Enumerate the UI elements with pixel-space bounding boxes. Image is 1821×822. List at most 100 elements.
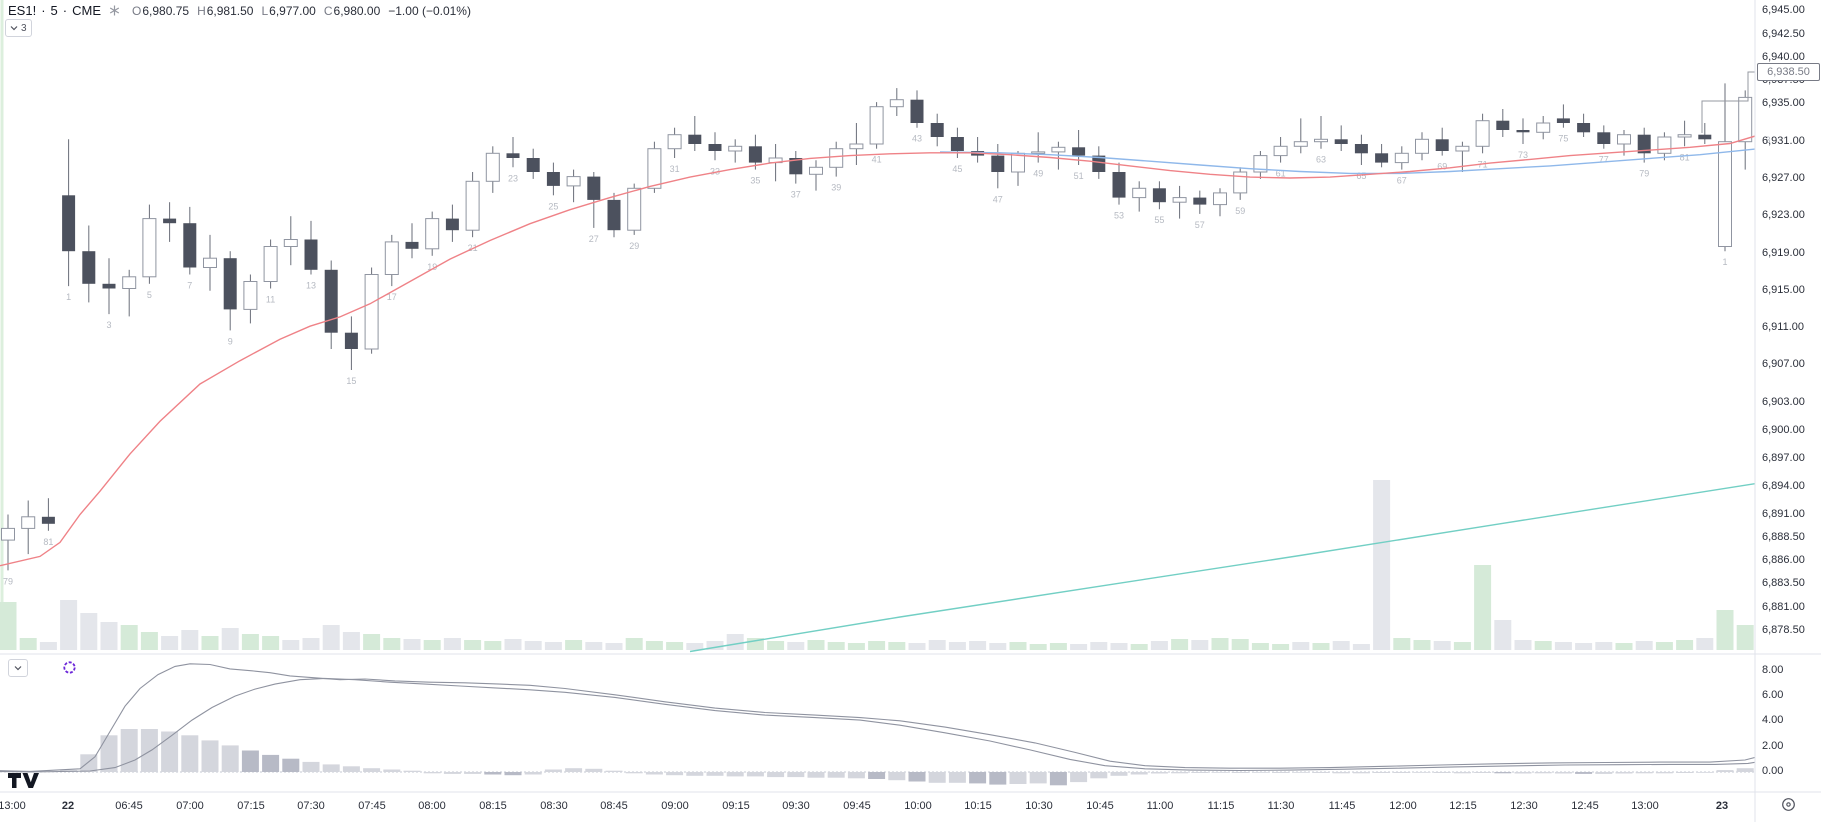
oscillator-histogram-bar: [787, 772, 805, 778]
candle-body: [223, 258, 237, 310]
volume-bar: [1716, 610, 1734, 650]
time-axis-label: 08:15: [479, 800, 507, 812]
oscillator-histogram-bar: [585, 768, 603, 772]
candle-body: [809, 166, 823, 175]
candle-body: [163, 218, 177, 224]
price-axis-label: 6,915.00: [1762, 283, 1805, 296]
price-axis[interactable]: 6,945.006,942.506,940.006,937.506,935.00…: [1755, 0, 1821, 792]
candle-body: [889, 99, 904, 108]
time-axis-label: 10:00: [904, 800, 932, 812]
oscillator-histogram-bar: [262, 754, 280, 772]
volume-bar: [120, 625, 138, 650]
time-axis-label: 12:00: [1389, 800, 1417, 812]
volume-bar: [1251, 643, 1269, 650]
oscillator-fast-line: [0, 663, 1755, 772]
volume-bar: [1090, 642, 1108, 650]
candle-body: [829, 148, 844, 168]
volume-bar: [1292, 642, 1310, 650]
candle-body: [789, 158, 803, 175]
volume-bar: [403, 639, 421, 650]
oscillator-axis-label: 2.00: [1762, 739, 1784, 752]
oscillator-histogram-bar: [1211, 772, 1229, 773]
oscillator-histogram-bar: [565, 768, 583, 772]
oscillator-histogram-bar: [1090, 772, 1108, 779]
candle-body: [1273, 145, 1288, 157]
candle-body: [425, 218, 440, 250]
candle-body: [1, 527, 15, 541]
volume-bar: [342, 632, 360, 650]
volume-bar: [1211, 638, 1229, 650]
volume-bar: [39, 642, 57, 650]
oscillator-histogram-bar: [1393, 772, 1411, 773]
legend-collapse-button[interactable]: 3: [5, 19, 32, 37]
bar-count-label: 79: [3, 576, 13, 586]
price-axis-label: 6,894.00: [1762, 479, 1805, 492]
candle-body: [1253, 155, 1268, 173]
bar-count-label: 79: [1639, 169, 1649, 179]
bar-count-label: 29: [629, 241, 639, 251]
volume-bar: [1514, 640, 1532, 650]
volume-bar: [1575, 643, 1593, 650]
price-axis-label: 6,927.00: [1762, 171, 1805, 184]
symbol-name: ES1!: [8, 3, 37, 18]
price-axis-label: 6,891.00: [1762, 507, 1805, 520]
volume-bar: [1474, 565, 1492, 650]
purple-cycle-icon[interactable]: [62, 660, 77, 680]
oscillator-histogram-bar: [544, 769, 562, 772]
oscillator-histogram-bar: [1655, 772, 1673, 774]
price-axis-label: 6,886.00: [1762, 554, 1805, 567]
bar-count-label: 57: [1195, 220, 1205, 230]
oscillator-histogram-bar: [1453, 772, 1471, 774]
volume-bar: [19, 638, 37, 650]
time-axis-label: 11:30: [1267, 800, 1295, 812]
bar-count-label: 1: [66, 292, 71, 302]
oscillator-collapse-button[interactable]: [8, 659, 28, 677]
chevron-down-icon: [10, 25, 18, 31]
symbol-legend[interactable]: ES1! · 5 · CME O 6,980.75 H 6,981.50 L 6,97…: [8, 3, 471, 18]
oscillator-histogram-bar: [1352, 772, 1370, 774]
legend-separator: ·: [41, 3, 46, 18]
candle-body: [566, 176, 581, 187]
bar-count-label: 67: [1397, 176, 1407, 186]
oscillator-histogram-bar: [1595, 772, 1613, 774]
hidden-indicator-count: 3: [21, 22, 27, 34]
oscillator-histogram-bar: [868, 772, 886, 779]
time-axis[interactable]: 13:00 22 06:45 07:00 07:15 07:30 07:45 08:00 08:…: [0, 792, 1821, 822]
time-axis-label: 13:00: [0, 800, 26, 812]
high-label: H: [197, 3, 206, 18]
oscillator-histogram-bar: [1251, 772, 1269, 773]
oscillator-histogram-bar: [908, 772, 926, 782]
bar-count-label: 11: [266, 295, 275, 305]
volume-bar: [201, 636, 219, 650]
bar-count-label: 31: [670, 164, 680, 174]
candle-body: [1677, 134, 1692, 138]
time-axis-label: 12:30: [1510, 800, 1538, 812]
price-axis-label: 6,945.00: [1762, 4, 1805, 17]
volume-bar: [605, 643, 623, 650]
oscillator-histogram-bar: [847, 772, 865, 779]
candle-body: [485, 152, 500, 182]
oscillator-histogram-bar: [1736, 768, 1754, 772]
volume-bar: [302, 638, 320, 650]
volume-bar: [464, 640, 482, 650]
last-price-connector: [1701, 71, 1755, 133]
oscillator-histogram-bar: [767, 772, 785, 778]
oscillator-histogram-bar: [706, 772, 724, 776]
candle-body: [1112, 172, 1126, 198]
tradingview-logo-icon[interactable]: [7, 772, 43, 794]
oscillator-histogram-bar: [221, 745, 239, 772]
volume-bar: [221, 628, 239, 650]
candle-body: [1617, 134, 1631, 145]
candle-body: [324, 269, 338, 333]
volume-bar: [706, 641, 724, 650]
oscillator-histogram-bar: [1716, 770, 1734, 772]
candle-body: [364, 274, 379, 350]
oscillator-histogram-bar: [524, 772, 542, 775]
oscillator-histogram-bar: [686, 772, 704, 776]
candle-body: [849, 143, 864, 150]
candle-body: [1435, 139, 1449, 151]
clock-circle-icon[interactable]: [1781, 797, 1796, 817]
candle-body: [1375, 153, 1389, 163]
